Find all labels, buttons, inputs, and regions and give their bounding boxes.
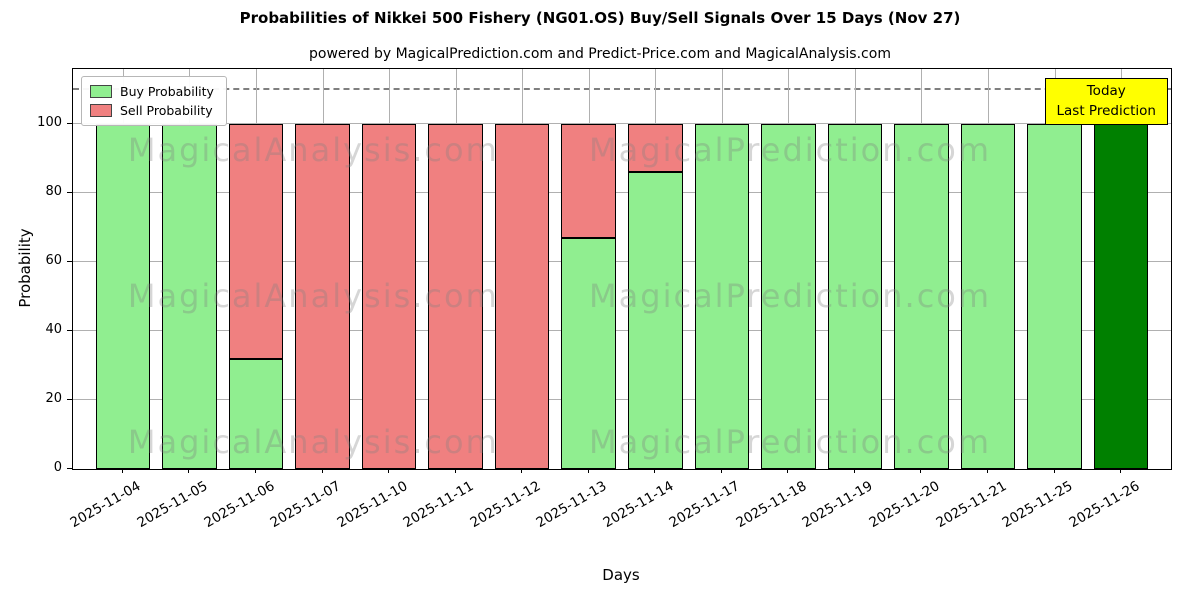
x-tick-label-text: 2025-11-17: [666, 478, 743, 532]
chart-subtitle: powered by MagicalPrediction.com and Pre…: [309, 46, 891, 62]
bar-sell-segment: [295, 124, 350, 469]
y-tick-label: 100: [37, 115, 62, 131]
x-tick-mark: [853, 469, 855, 473]
y-tick-mark: [67, 192, 72, 194]
threshold-dashed-line: [73, 87, 1171, 90]
h-gridline: [73, 123, 1171, 125]
legend-swatch: [90, 104, 112, 117]
x-tick-label-text: 2025-11-05: [134, 478, 211, 532]
bar-buy-segment: [561, 237, 616, 469]
x-tick-mark: [388, 469, 390, 473]
bar-buy-segment: [228, 358, 284, 469]
today-annotation-line-2: Last Prediction: [1056, 102, 1156, 119]
x-tick-label-text: 2025-11-10: [334, 478, 411, 532]
x-tick-mark: [1053, 469, 1055, 473]
today-annotation: Today Last Prediction: [1044, 78, 1168, 126]
x-tick-label-text: 2025-11-13: [533, 478, 610, 532]
bar-buy-segment: [960, 124, 1016, 469]
h-gridline: [73, 399, 1171, 401]
bar-buy-segment: [694, 124, 750, 469]
x-tick-mark: [321, 469, 323, 473]
y-tick-mark: [67, 123, 72, 125]
bar-buy-segment: [827, 124, 883, 469]
y-tick-label: 0: [53, 460, 62, 475]
y-tick-label: 40: [45, 322, 62, 338]
x-tick-label-text: 2025-11-18: [733, 478, 810, 532]
x-tick-label-text: 2025-11-07: [267, 478, 344, 532]
legend-item: Sell Probability: [90, 101, 214, 120]
x-tick-label-text: 2025-11-14: [600, 478, 677, 532]
bar-sell-segment: [494, 124, 550, 469]
legend-swatch: [90, 85, 112, 98]
x-tick-mark: [587, 469, 589, 473]
y-tick-mark: [67, 261, 72, 263]
plot-area: Buy Probability Sell Probability Today La…: [72, 68, 1172, 470]
chart-title: Probabilities of Nikkei 500 Fishery (NG0…: [239, 9, 961, 27]
bar-buy-segment: [1093, 124, 1149, 469]
x-tick-mark: [987, 469, 988, 473]
x-tick-label-text: 2025-11-25: [999, 478, 1076, 532]
bar-buy-segment: [894, 124, 949, 469]
h-gridline: [73, 261, 1171, 263]
y-tick-label: 20: [45, 391, 62, 407]
bar-buy-segment: [761, 124, 816, 469]
x-tick-label-text: 2025-11-11: [400, 478, 477, 532]
y-tick-label: 80: [45, 184, 62, 200]
x-tick-mark: [255, 469, 256, 473]
x-tick-mark: [787, 469, 789, 473]
x-tick-mark: [121, 469, 123, 473]
bar-sell-segment: [627, 124, 683, 173]
x-tick-mark: [454, 469, 456, 473]
bar-buy-segment: [162, 124, 217, 469]
x-tick-label-text: 2025-11-04: [67, 478, 144, 532]
x-tick-mark: [521, 469, 523, 473]
bar-sell-segment: [561, 124, 616, 238]
today-annotation-line-1: Today: [1086, 83, 1126, 99]
bar-buy-segment: [1027, 124, 1082, 469]
y-tick-mark: [67, 399, 72, 401]
h-gridline: [73, 192, 1171, 194]
x-tick-mark: [188, 469, 190, 473]
bar-sell-segment: [361, 124, 417, 469]
y-tick-mark: [67, 330, 72, 332]
x-tick-label-text: 2025-11-19: [799, 478, 876, 532]
x-tick-mark: [1120, 469, 1122, 473]
bar-sell-segment: [428, 124, 483, 469]
x-tick-label-text: 2025-11-21: [933, 478, 1009, 532]
x-tick-label-text: 2025-11-20: [866, 478, 943, 532]
legend-label: Sell Probability: [120, 103, 213, 118]
bar-sell-segment: [228, 124, 284, 359]
y-tick-label: 60: [45, 253, 62, 269]
h-gridline: [73, 330, 1171, 332]
legend-label: Buy Probability: [120, 84, 214, 99]
y-tick-mark: [67, 468, 72, 469]
x-tick-label-text: 2025-11-12: [467, 478, 544, 532]
x-tick-label-text: 2025-11-26: [1066, 478, 1143, 532]
legend: Buy Probability Sell Probability: [81, 76, 227, 126]
bar-buy-segment: [627, 172, 683, 469]
x-tick-mark: [920, 469, 922, 473]
legend-item: Buy Probability: [90, 82, 214, 101]
bar-buy-segment: [95, 124, 151, 469]
x-tick-label-text: 2025-11-06: [201, 478, 277, 532]
x-tick-mark: [654, 469, 656, 473]
x-tick-mark: [720, 469, 722, 473]
x-axis-label: Days: [602, 566, 640, 584]
